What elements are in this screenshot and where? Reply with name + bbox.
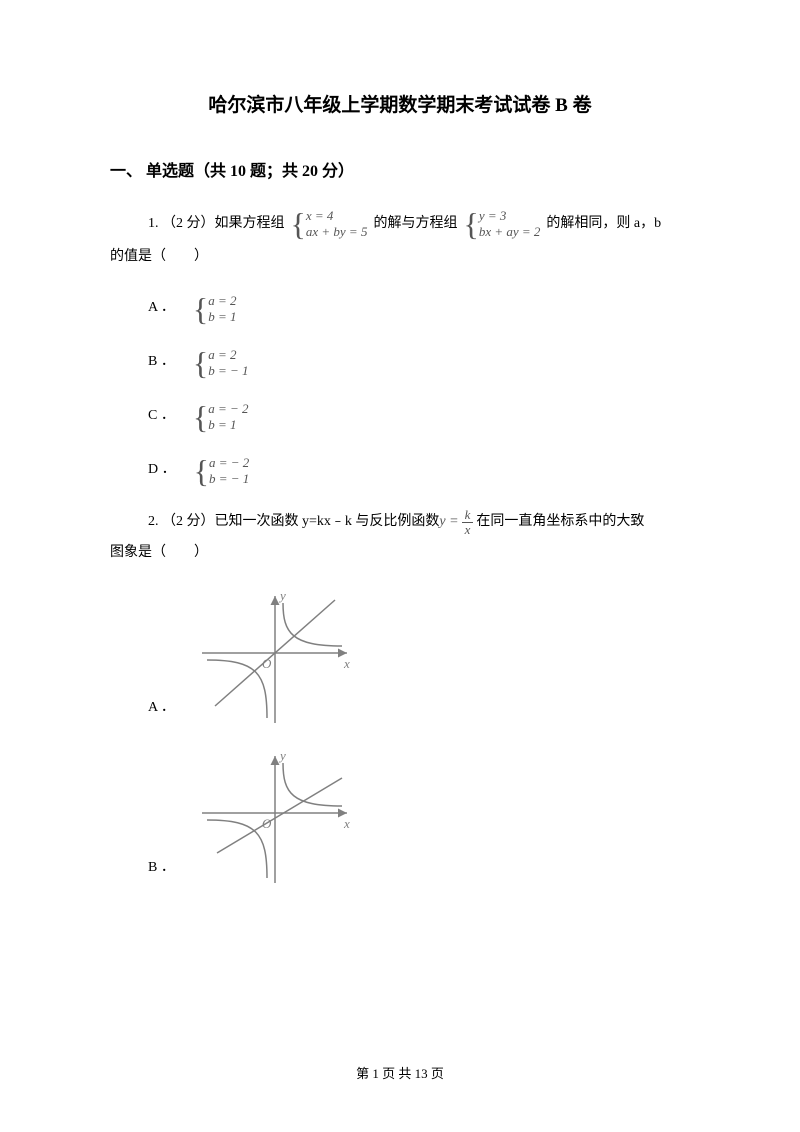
- q2-graph-a: y x O: [187, 588, 357, 733]
- q1-opt-b-eq1: a = 2: [208, 347, 248, 363]
- q1-sys1-eq2: ax + by = 5: [306, 224, 368, 240]
- q1-line2: 的值是（ ）: [110, 242, 690, 273]
- q2-line1: 2. （2 分）已知一次函数 y=kx﹣k 与反比例函数 y = k x 在同一…: [110, 507, 690, 538]
- hyperbola-q1: [283, 603, 342, 646]
- q1-prefix: 1. （2 分）如果方程组: [148, 209, 285, 240]
- q1-opt-c-eq2: b = 1: [208, 417, 248, 433]
- page-footer: 第 1 页 共 13 页: [0, 1063, 800, 1082]
- q1-opt-d-label: D ．: [148, 455, 176, 486]
- q1-opt-b-label: B ．: [148, 347, 175, 378]
- line-func: [217, 778, 342, 853]
- q1-opt-d-eq1: a = − 2: [209, 455, 249, 471]
- q1-opt-b-eq2: b = − 1: [208, 363, 248, 379]
- q1-suffix1: 的解相同，则 a，b: [546, 209, 661, 240]
- q1-system-2: { y = 3 bx + ay = 2: [463, 206, 540, 242]
- q2-graph-options: A ． y x O B ．: [148, 588, 690, 893]
- q1-option-d: D ． { a = − 2 b = − 1: [148, 453, 690, 489]
- q2-frac-den: x: [462, 523, 474, 537]
- origin-label: O: [262, 656, 272, 671]
- q1-line1: 1. （2 分）如果方程组 { x = 4 ax + by = 5 的解与方程组…: [110, 206, 690, 242]
- q2-option-a: A ． y x O: [148, 588, 690, 733]
- q1-option-b: B ． { a = 2 b = − 1: [148, 345, 690, 381]
- question-2: 2. （2 分）已知一次函数 y=kx﹣k 与反比例函数 y = k x 在同一…: [110, 507, 690, 894]
- q1-system-1: { x = 4 ax + by = 5: [291, 206, 368, 242]
- q1-opt-a-eq1: a = 2: [208, 293, 236, 309]
- q2-frac-eq: y =: [439, 507, 458, 538]
- question-1: 1. （2 分）如果方程组 { x = 4 ax + by = 5 的解与方程组…: [110, 206, 690, 489]
- q1-option-c: C ． { a = − 2 b = 1: [148, 399, 690, 435]
- q2-frac-num: k: [462, 508, 474, 523]
- x-label: x: [343, 816, 350, 831]
- q2-graph-b: y x O: [187, 748, 357, 893]
- section-header: 一、 单选题（共 10 题；共 20 分）: [110, 157, 690, 181]
- q2-prefix: 2. （2 分）已知一次函数 y=kx﹣k 与反比例函数: [148, 507, 439, 538]
- q2-suffix: 在同一直角坐标系中的大致: [476, 507, 644, 538]
- q1-sys2-eq2: bx + ay = 2: [479, 224, 541, 240]
- q1-opt-c-eq1: a = − 2: [208, 401, 248, 417]
- q1-opt-d-eq2: b = − 1: [209, 471, 249, 487]
- q1-opt-c-label: C ．: [148, 401, 175, 432]
- page-title: 哈尔滨市八年级上学期数学期末考试试卷 B 卷: [110, 90, 690, 117]
- y-label: y: [278, 588, 286, 603]
- origin-label: O: [262, 816, 272, 831]
- q1-opt-a-label: A ．: [148, 293, 175, 324]
- hyperbola-q1: [283, 763, 342, 806]
- y-label: y: [278, 748, 286, 763]
- q1-mid1: 的解与方程组: [373, 209, 457, 240]
- q2-line2: 图象是（ ）: [110, 538, 690, 569]
- q2-opt-b-label: B ．: [148, 853, 175, 884]
- q1-option-a: A ． { a = 2 b = 1: [148, 291, 690, 327]
- q2-option-b: B ． y x O: [148, 748, 690, 893]
- x-label: x: [343, 656, 350, 671]
- q1-options: A ． { a = 2 b = 1 B ． { a = 2 b = − 1 C …: [148, 291, 690, 489]
- q1-sys1-eq1: x = 4: [306, 208, 368, 224]
- q2-fraction: k x: [462, 508, 474, 537]
- q2-opt-a-label: A ．: [148, 693, 175, 724]
- q1-opt-a-eq2: b = 1: [208, 309, 236, 325]
- q1-sys2-eq1: y = 3: [479, 208, 541, 224]
